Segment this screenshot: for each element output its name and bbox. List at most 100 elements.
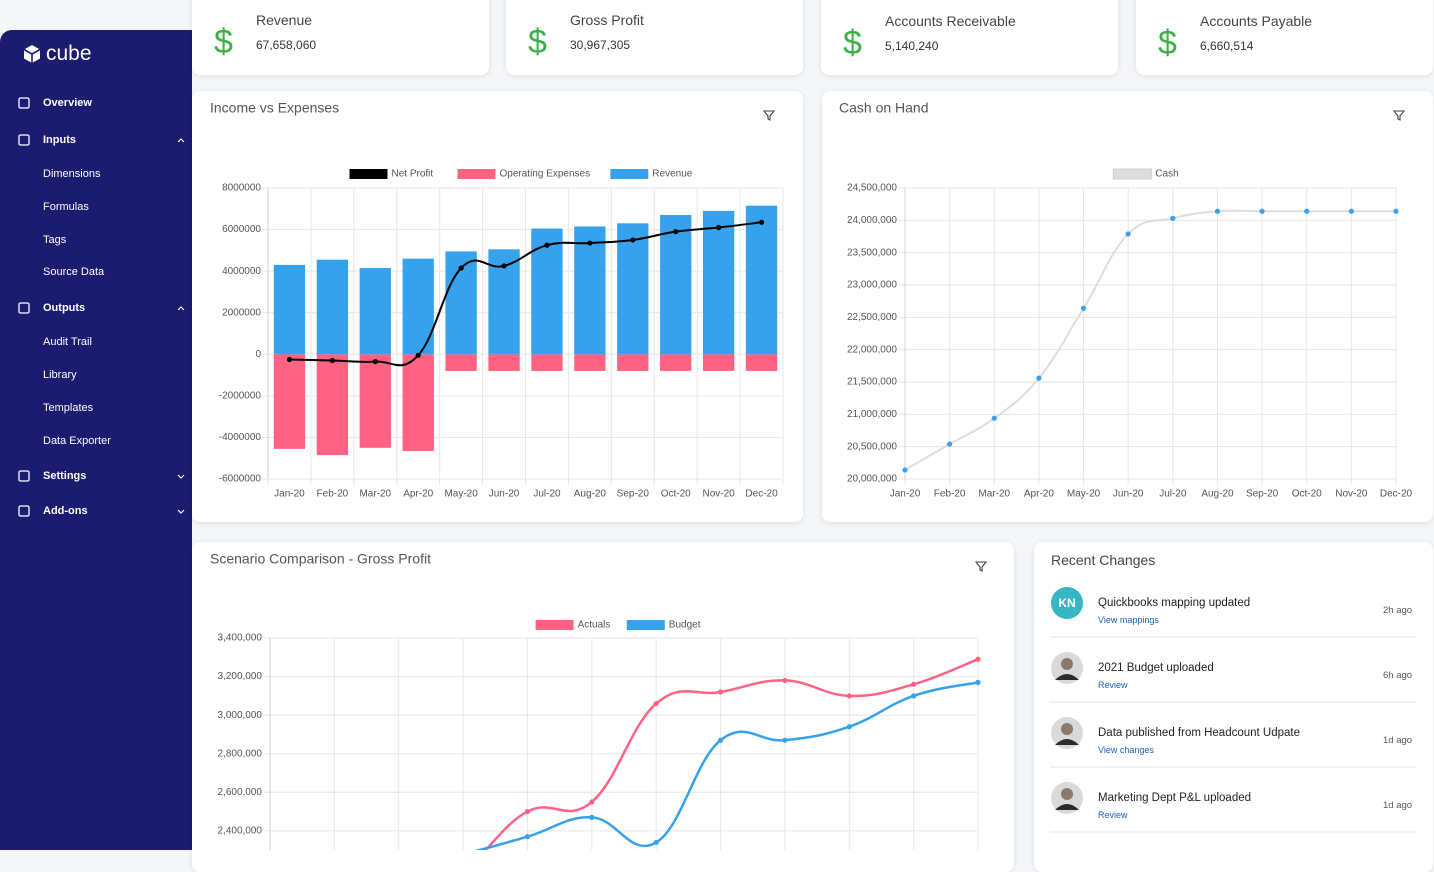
point — [653, 839, 659, 846]
recent-title: Recent Changes — [1051, 552, 1156, 568]
x-tick-label: Oct-20 — [661, 489, 691, 500]
chevron — [177, 509, 185, 514]
chevron — [177, 474, 185, 479]
nav-subitem[interactable]: Data Exporter — [43, 435, 111, 447]
legend-label: Budget — [669, 620, 701, 631]
x-tick-label: Sep-20 — [617, 489, 650, 500]
x-tick-label: Feb-20 — [317, 489, 349, 500]
nav-subitem[interactable]: Dimensions — [43, 168, 101, 180]
point — [758, 219, 765, 225]
legend-swatch — [610, 169, 649, 179]
kpi-label: Accounts Receivable — [885, 13, 1016, 29]
nav-item[interactable]: Outputs — [43, 302, 86, 314]
point — [1259, 208, 1265, 214]
x-tick-label: Jan-20 — [274, 489, 305, 500]
kpi-value: 6,660,514 — [1200, 39, 1254, 53]
bar — [660, 215, 692, 355]
bar — [531, 354, 563, 371]
point — [524, 808, 531, 815]
nav-icon — [18, 470, 30, 482]
nav-item[interactable]: Settings — [43, 470, 87, 482]
point — [846, 693, 852, 699]
change-title: Marketing Dept P&L uploaded — [1098, 792, 1252, 804]
filter-icon — [762, 110, 776, 121]
legend-label: Cash — [1155, 169, 1178, 180]
kpi-icon: $ — [214, 23, 233, 61]
point — [717, 737, 724, 743]
nav-subitem[interactable]: Source Data — [43, 266, 105, 278]
chart-card — [822, 91, 1433, 522]
y-tick-label: 22,000,000 — [847, 344, 897, 355]
bar — [273, 264, 306, 355]
x-tick-label: Dec-20 — [1380, 489, 1413, 500]
point — [1214, 208, 1221, 214]
x-tick-label: Jun-20 — [1113, 489, 1144, 500]
y-tick-label: 8000000 — [222, 183, 261, 194]
charts-layer: Income vs Expenses -6000000 -4000000 -20000… — [18, 97, 1416, 850]
nav-item[interactable]: Overview — [43, 97, 92, 109]
kpi-value: 5,140,240 — [885, 39, 939, 53]
y-tick-label: 23,000,000 — [847, 280, 897, 291]
bar — [273, 354, 306, 449]
point — [524, 834, 531, 840]
chevron — [177, 138, 185, 143]
kpi-value: 30,967,305 — [570, 38, 631, 52]
point — [782, 737, 788, 743]
change-link[interactable]: Review — [1098, 680, 1128, 690]
y-tick-label: 21,500,000 — [847, 377, 897, 388]
nav-subitem[interactable]: Audit Trail — [43, 336, 92, 348]
point — [991, 415, 997, 421]
y-tick-label: 4000000 — [222, 266, 261, 277]
legend-swatch — [457, 169, 496, 179]
x-tick-label: Jan-20 — [890, 489, 921, 500]
y-tick-label: 22,500,000 — [847, 312, 897, 323]
point — [329, 357, 335, 364]
x-tick-label: Nov-20 — [1335, 489, 1368, 500]
point — [716, 224, 722, 231]
nav-item[interactable]: Inputs — [43, 134, 76, 146]
x-tick-label: Aug-20 — [1201, 489, 1234, 500]
change-link[interactable]: Review — [1098, 810, 1128, 820]
y-tick-label: 20,500,000 — [847, 441, 897, 452]
nav-subitem[interactable]: Tags — [43, 234, 67, 246]
kpi-card — [1136, 0, 1433, 75]
nav-icon — [18, 505, 30, 517]
y-tick-label: 3,000,000 — [218, 710, 263, 721]
kpi-icon: $ — [528, 23, 547, 61]
point — [975, 679, 981, 685]
avatar-head — [1061, 723, 1073, 735]
y-tick-label: -4000000 — [219, 432, 262, 443]
x-tick-label: Mar-20 — [359, 489, 391, 500]
bar — [745, 205, 778, 355]
bar — [316, 259, 349, 355]
kpi-card — [192, 0, 489, 75]
point — [286, 356, 293, 363]
legend-label: Operating Expenses — [500, 169, 591, 180]
change-link[interactable]: View changes — [1098, 745, 1154, 755]
kpi-label: Gross Profit — [570, 12, 644, 28]
point — [673, 229, 679, 235]
nav-subitem[interactable]: Library — [43, 369, 77, 381]
point — [911, 681, 917, 687]
x-tick-label: Nov-20 — [703, 489, 736, 500]
nav-subitem[interactable]: Formulas — [43, 201, 89, 213]
nav-item[interactable]: Add-ons — [43, 505, 88, 517]
y-tick-label: -2000000 — [219, 390, 262, 401]
series-line — [474, 681, 979, 850]
chart-card — [192, 542, 1014, 872]
point — [717, 689, 724, 695]
y-tick-label: 6000000 — [222, 224, 261, 235]
y-tick-label: 20,000,000 — [847, 474, 897, 485]
series-line — [483, 658, 979, 850]
filter-icon — [974, 561, 988, 572]
point — [1080, 305, 1087, 311]
bar — [702, 354, 735, 371]
y-tick-label: 2,400,000 — [218, 825, 263, 836]
nav-subitem[interactable]: Templates — [43, 402, 94, 414]
recent-card — [1034, 542, 1433, 872]
point — [911, 693, 917, 699]
y-tick-label: 24,000,000 — [847, 215, 897, 226]
avatar-body — [1055, 739, 1079, 745]
change-link[interactable]: View mappings — [1098, 615, 1159, 625]
bar — [617, 223, 649, 355]
